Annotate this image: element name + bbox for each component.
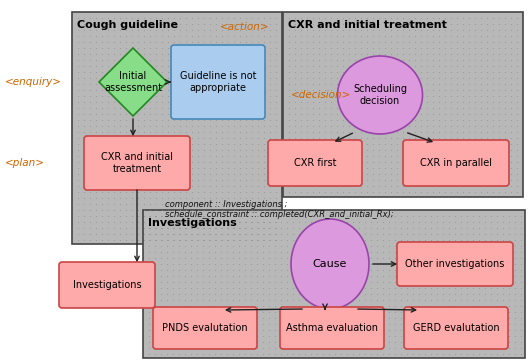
Text: CXR and initial treatment: CXR and initial treatment (288, 20, 447, 30)
FancyBboxPatch shape (171, 45, 265, 119)
FancyBboxPatch shape (403, 140, 509, 186)
Bar (283, 12, 523, 197)
Text: <action>: <action> (220, 22, 270, 32)
Text: Guideline is not
appropriate: Guideline is not appropriate (180, 71, 256, 93)
Bar (143, 210, 525, 358)
FancyBboxPatch shape (84, 136, 190, 190)
FancyBboxPatch shape (404, 307, 508, 349)
Text: GERD evalutation: GERD evalutation (413, 323, 499, 333)
Text: Cause: Cause (313, 259, 347, 269)
Ellipse shape (338, 56, 423, 134)
FancyBboxPatch shape (153, 307, 257, 349)
FancyBboxPatch shape (280, 307, 384, 349)
Text: Scheduling
decision: Scheduling decision (353, 84, 407, 106)
FancyBboxPatch shape (59, 262, 155, 308)
Text: CXR in parallel: CXR in parallel (420, 158, 492, 168)
Text: Other investigations: Other investigations (405, 259, 504, 269)
Text: Initial
assessment: Initial assessment (104, 71, 162, 93)
Text: PNDS evalutation: PNDS evalutation (162, 323, 248, 333)
FancyBboxPatch shape (268, 140, 362, 186)
Ellipse shape (291, 219, 369, 309)
Text: Asthma evaluation: Asthma evaluation (286, 323, 378, 333)
Text: CXR and initial
treatment: CXR and initial treatment (101, 152, 173, 174)
Bar (72, 12, 282, 244)
Text: Investigations: Investigations (148, 218, 237, 228)
Text: CXR first: CXR first (294, 158, 336, 168)
Text: Cough guideline: Cough guideline (77, 20, 178, 30)
Text: <decision>: <decision> (291, 90, 352, 100)
FancyBboxPatch shape (397, 242, 513, 286)
Text: <plan>: <plan> (5, 158, 45, 168)
Text: <enquiry>: <enquiry> (5, 77, 62, 87)
Polygon shape (99, 48, 167, 116)
Text: component :: Investigations ;
schedule_constraint :: completed(CXR_and_initial_R: component :: Investigations ; schedule_c… (165, 200, 394, 219)
Text: Investigations: Investigations (73, 280, 141, 290)
